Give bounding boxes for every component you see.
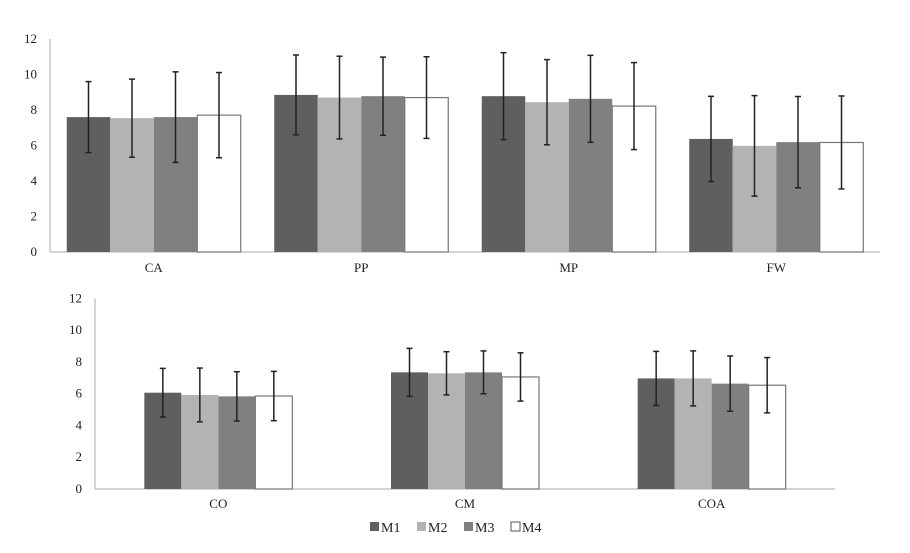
- chart-panel-1: 0 2 4 6 8 10 12 CA PP MP FW: [24, 31, 880, 275]
- x-category-label: CM: [455, 496, 476, 511]
- y-tick-label: 10: [69, 322, 82, 337]
- x-category-label: CO: [209, 496, 227, 511]
- y-tick-label: 0: [76, 481, 83, 496]
- legend-label-m2: M2: [428, 521, 447, 536]
- y-tick-label: 2: [76, 449, 83, 464]
- y-tick-label: 6: [31, 138, 38, 153]
- legend-swatch-m2: [417, 522, 426, 531]
- y-tick-label: 6: [76, 386, 83, 401]
- y-tick-label: 8: [76, 354, 83, 369]
- chart-panel-2: 0 2 4 6 8 10 12 CO CM COA M1 M2 M3 M4: [69, 290, 835, 536]
- legend-label-m3: M3: [475, 521, 494, 536]
- legend-swatch-m3: [464, 522, 473, 531]
- y-tick-label: 0: [31, 244, 38, 259]
- x-category-label: CA: [145, 260, 164, 275]
- y-tick-label: 10: [24, 67, 37, 82]
- legend-label-m4: M4: [522, 521, 541, 536]
- y-tick-label: 2: [31, 209, 38, 224]
- x-category-label: PP: [354, 260, 368, 275]
- legend-swatch-m1: [370, 522, 379, 531]
- y-tick-label: 12: [69, 290, 82, 305]
- legend-swatch-m4: [510, 521, 521, 532]
- x-category-label: MP: [559, 260, 578, 275]
- y-tick-label: 8: [31, 102, 38, 117]
- x-category-label: FW: [767, 260, 787, 275]
- x-category-label: COA: [698, 496, 726, 511]
- y-tick-label: 4: [76, 417, 83, 432]
- y-tick-label: 12: [24, 31, 37, 46]
- y-tick-label: 4: [31, 173, 38, 188]
- legend-label-m1: M1: [381, 521, 400, 536]
- legend: M1 M2 M3 M4: [370, 521, 541, 536]
